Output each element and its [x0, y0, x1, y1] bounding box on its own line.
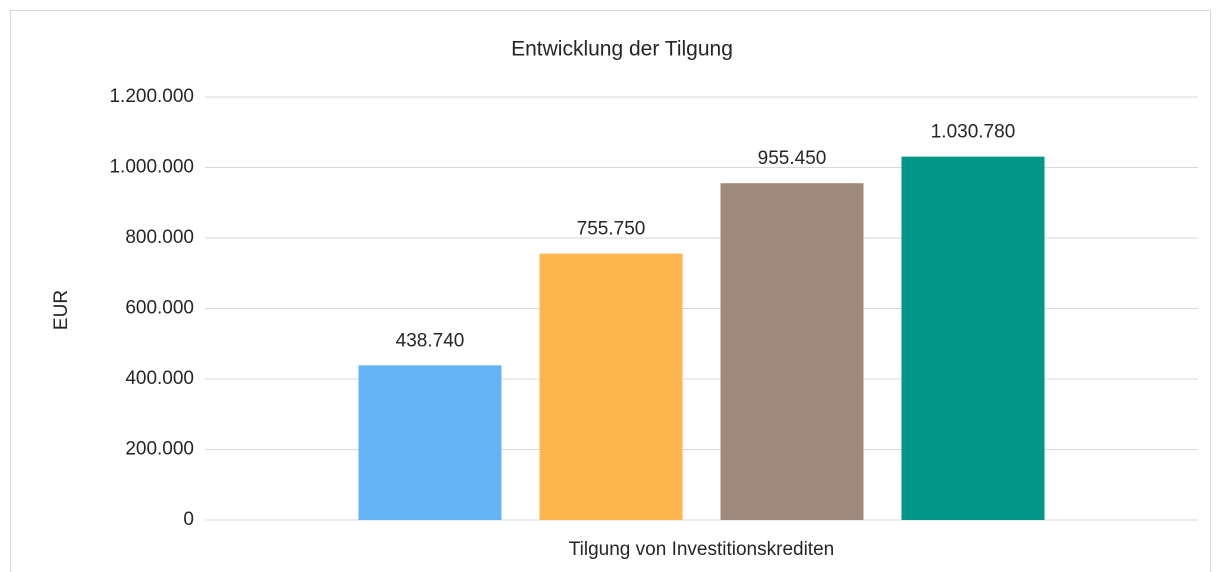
value-label: 1.030.780: [931, 122, 1016, 143]
bar: [720, 183, 864, 521]
y-tick-label: 200.000: [125, 439, 194, 460]
value-label: 955.450: [758, 148, 827, 169]
y-tick-label: 1.200.000: [109, 86, 194, 107]
value-label: 755.750: [577, 219, 646, 240]
bar: [358, 365, 502, 520]
y-tick-label: 800.000: [125, 227, 194, 248]
y-tick-label: 1.000.000: [109, 157, 194, 178]
x-tick-label: Tilgung von Investitionskrediten: [569, 539, 834, 560]
bar: [539, 253, 683, 520]
y-tick-label: 400.000: [125, 368, 194, 389]
y-tick-label: 0: [183, 509, 194, 530]
value-label: 438.740: [396, 330, 465, 351]
chart-title: Entwicklung der Tilgung: [511, 38, 733, 61]
y-axis-label: EUR: [51, 290, 72, 330]
y-tick-label: 600.000: [125, 298, 194, 319]
bar: [901, 156, 1045, 520]
